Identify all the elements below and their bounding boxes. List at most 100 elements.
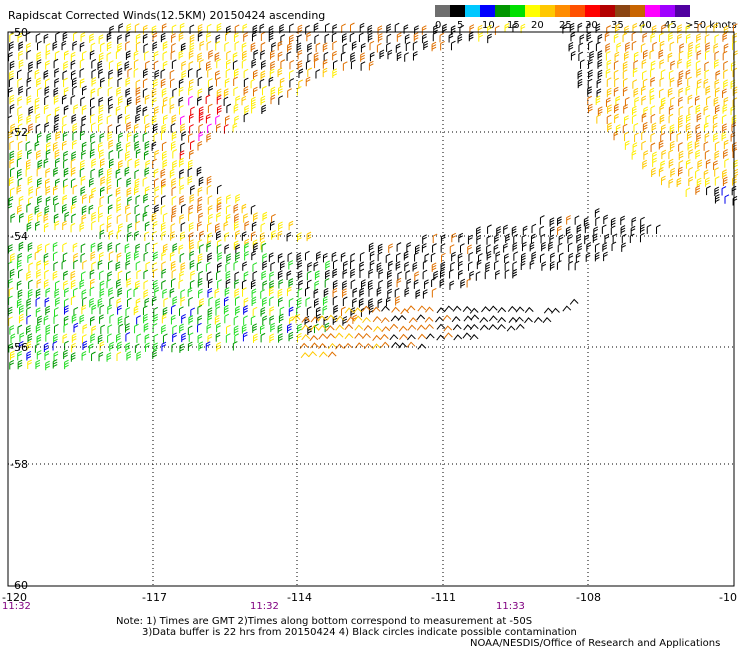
wind-barb: [262, 85, 267, 96]
wind-barb: [133, 305, 139, 316]
wind-barb: [632, 67, 638, 78]
wind-barb: [179, 306, 184, 316]
wind-barb: [215, 306, 221, 316]
wind-barb: [431, 287, 437, 298]
wind-barb: [171, 278, 176, 288]
wind-barb: [117, 113, 123, 124]
wind-barb: [81, 105, 87, 115]
wind-barb: [430, 252, 436, 263]
wind-barb: [325, 325, 335, 332]
wind-barb: [269, 68, 275, 79]
wind-barb: [332, 40, 338, 51]
wind-barb: [223, 96, 229, 107]
wind-barb: [251, 288, 257, 298]
wind-barb: [587, 103, 593, 114]
wind-barb: [352, 314, 358, 324]
wind-barb: [207, 333, 213, 344]
wind-barb: [313, 288, 319, 299]
wind-barb: [310, 342, 319, 349]
wind-barb: [404, 287, 410, 297]
wind-barb: [145, 60, 150, 71]
wind-barb: [493, 244, 499, 254]
wind-barb: [188, 68, 193, 78]
wind-barb: [117, 77, 123, 88]
wind-barb: [241, 42, 247, 52]
wind-barb: [277, 85, 283, 96]
wind-barb: [706, 95, 711, 106]
wind-barb: [153, 313, 158, 324]
wind-barb: [64, 340, 69, 351]
wind-barb: [100, 324, 106, 335]
wind-barb: [142, 24, 148, 35]
wind-barb: [407, 334, 416, 341]
wind-barb: [73, 322, 79, 333]
wind-barb: [107, 271, 113, 281]
wind-barb: [251, 31, 257, 42]
legend-label: 30: [585, 20, 598, 31]
wind-barb: [695, 60, 701, 70]
wind-barb: [243, 305, 248, 315]
wind-barb: [198, 341, 204, 351]
wind-barb: [570, 50, 576, 61]
wind-barb: [323, 51, 329, 62]
wind-barb: [241, 279, 247, 290]
wind-barb: [686, 131, 692, 141]
wind-barb: [469, 334, 479, 341]
wind-barb: [224, 42, 230, 52]
wind-barb: [595, 216, 601, 227]
wind-barb: [54, 220, 60, 231]
wind-barb: [19, 332, 25, 342]
wind-barb: [678, 150, 684, 161]
wind-barb: [462, 305, 472, 313]
wind-barb: [724, 158, 730, 168]
wind-barb: [179, 271, 185, 281]
wind-barb: [313, 22, 319, 33]
wind-barb: [296, 86, 302, 96]
wind-barb: [70, 270, 76, 281]
wind-barb: [476, 244, 481, 254]
wind-barb: [522, 225, 528, 236]
wind-barb: [577, 78, 583, 89]
legend-label: 10: [482, 20, 495, 31]
wind-barb: [225, 262, 231, 272]
wind-barb: [53, 351, 59, 361]
wind-barb: [286, 51, 292, 61]
wind-barb: [90, 168, 96, 179]
wind-barb: [80, 186, 86, 196]
wind-barb: [100, 42, 105, 52]
wind-barb: [243, 32, 248, 42]
wind-barb: [395, 261, 401, 271]
wind-barb: [713, 43, 719, 53]
wind-barb: [26, 298, 32, 308]
wind-barb: [362, 316, 371, 324]
legend-label: 5: [457, 20, 464, 31]
wind-barb: [70, 222, 76, 233]
wind-barb: [136, 104, 142, 115]
wind-barb: [36, 166, 42, 177]
wind-barb: [18, 313, 24, 324]
wind-barb: [45, 78, 50, 88]
wind-barb: [54, 288, 60, 298]
wind-barb: [106, 114, 112, 125]
wind-barb: [207, 307, 213, 317]
wind-barb: [9, 268, 15, 279]
wind-barb: [55, 157, 60, 168]
wind-barb: [404, 34, 410, 44]
wind-barb: [45, 60, 50, 70]
wind-barb: [612, 233, 618, 243]
wind-barb: [82, 340, 88, 351]
wind-barb: [632, 79, 638, 89]
wind-barb: [98, 96, 104, 107]
wind-barb: [360, 61, 366, 71]
wind-barb: [714, 34, 720, 44]
wind-barb: [677, 77, 683, 88]
wind-barb: [72, 123, 78, 133]
wind-barb: [232, 60, 238, 70]
wind-barb: [135, 213, 141, 223]
wind-barb: [161, 313, 167, 324]
wind-barb: [359, 261, 365, 271]
wind-barb: [721, 131, 727, 141]
wind-barb: [79, 279, 85, 289]
wind-barb: [225, 68, 231, 78]
wind-barb: [26, 314, 32, 325]
